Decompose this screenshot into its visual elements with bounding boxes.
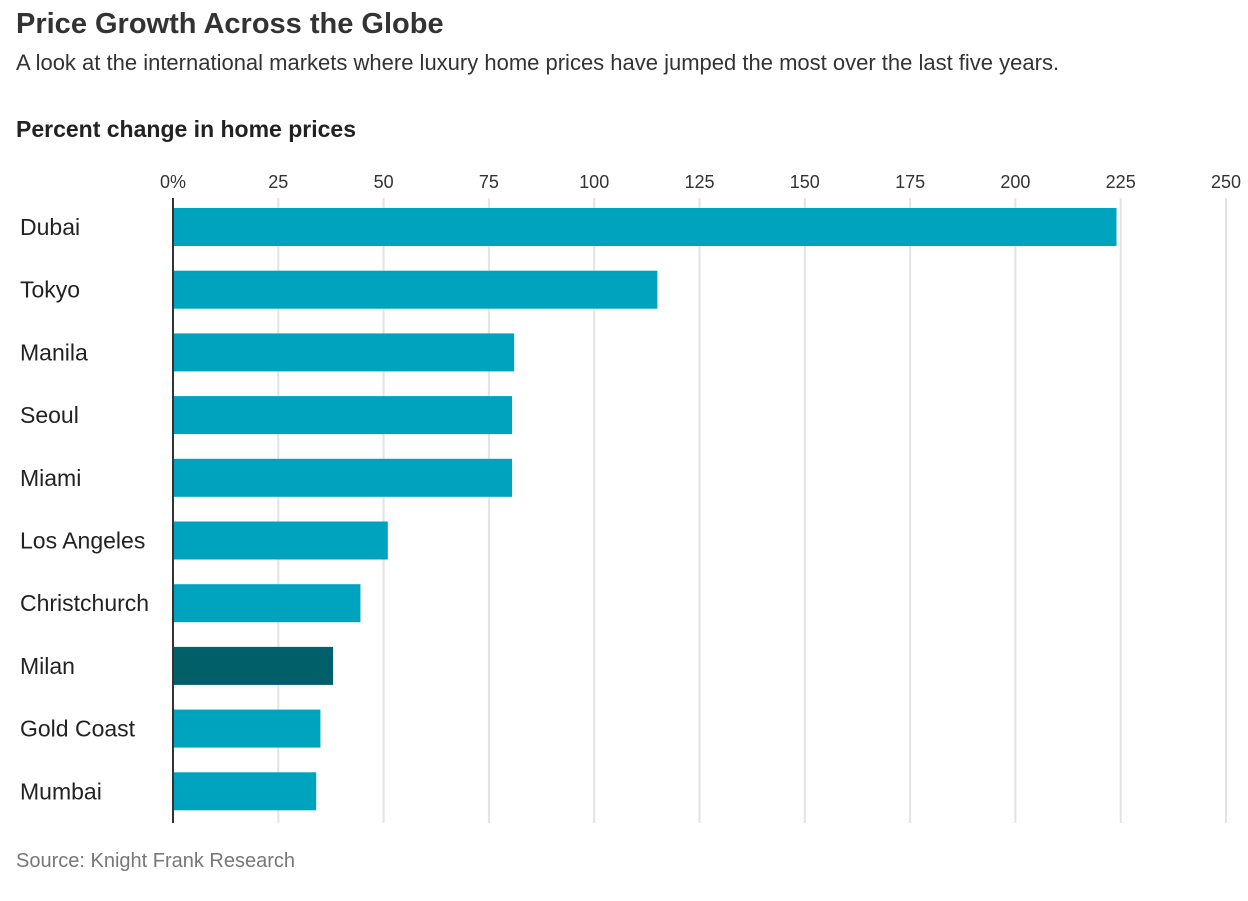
chart-subtitle: A look at the international markets wher…	[16, 50, 1060, 75]
category-label: Gold Coast	[20, 716, 136, 742]
bar-milan	[173, 646, 334, 685]
tick-label: 75	[479, 172, 499, 192]
bar-christchurch	[173, 584, 361, 623]
chart-title: Price Growth Across the Globe	[16, 8, 444, 40]
category-label: Los Angeles	[20, 528, 145, 554]
bar-miami	[173, 458, 513, 497]
category-label: Tokyo	[20, 277, 80, 303]
tick-label: 225	[1106, 172, 1136, 192]
bar-dubai	[173, 208, 1117, 246]
category-label: Seoul	[20, 402, 79, 428]
category-label: Mumbai	[20, 778, 102, 804]
category-label: Miami	[20, 465, 81, 491]
bar-tokyo	[173, 270, 658, 309]
tick-label: 150	[790, 172, 820, 192]
axis-label: Percent change in home prices	[16, 116, 357, 142]
source-note: Source: Knight Frank Research	[16, 850, 296, 872]
bar-los-angeles	[173, 521, 388, 560]
category-label: Christchurch	[20, 590, 149, 616]
tick-label: 25	[268, 172, 288, 192]
tick-label: 250	[1211, 172, 1241, 192]
bar-gold-coast	[173, 709, 321, 748]
bar-mumbai	[173, 772, 317, 811]
bar-manila	[173, 333, 515, 372]
tick-label: 0%	[160, 172, 186, 192]
category-label: Dubai	[20, 214, 80, 240]
category-label: Milan	[20, 653, 75, 679]
tick-label: 50	[374, 172, 394, 192]
bar-seoul	[173, 396, 513, 435]
tick-label: 175	[895, 172, 925, 192]
tick-label: 200	[1000, 172, 1030, 192]
tick-label: 100	[579, 172, 609, 192]
category-label: Manila	[20, 339, 88, 365]
tick-label: 125	[684, 172, 714, 192]
